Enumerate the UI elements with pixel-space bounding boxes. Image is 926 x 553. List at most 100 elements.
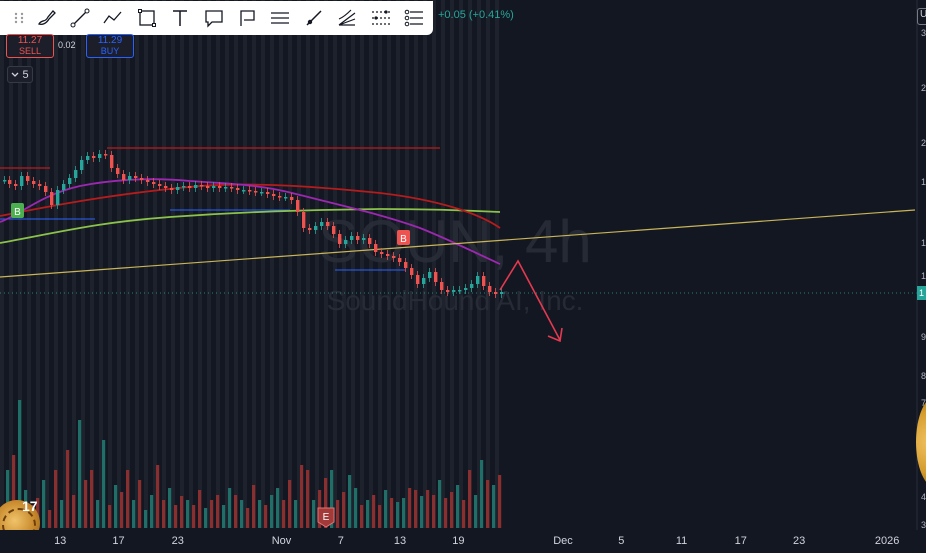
volume-bar: [480, 460, 484, 528]
candle-body: [218, 186, 222, 188]
candle-body: [38, 184, 42, 186]
candle-body: [86, 156, 90, 160]
session-stripe: [99, 0, 103, 528]
volume-bar: [456, 485, 460, 528]
price-change: +0.05 (+0.41%): [438, 9, 514, 21]
parallel-channel-tool[interactable]: [264, 1, 297, 35]
volume-bar: [294, 500, 298, 528]
currency-unit-button[interactable]: U: [917, 8, 926, 25]
flag-note-icon: [240, 10, 255, 26]
session-stripe: [189, 0, 193, 528]
buy-button[interactable]: 11.29 BUY: [86, 34, 134, 58]
session-stripe: [297, 0, 301, 528]
volume-bar: [216, 495, 220, 528]
callout-icon: [204, 10, 223, 28]
volume-bar: [312, 500, 316, 528]
rectangle-tool[interactable]: [130, 1, 163, 35]
volume-bar: [462, 500, 466, 528]
buy-marker-2[interactable]: B: [397, 230, 410, 245]
candle-body: [344, 240, 348, 244]
drag-handle-icon[interactable]: [12, 11, 26, 25]
volume-bar: [498, 475, 502, 528]
candle-body: [14, 184, 18, 186]
volume-bar: [48, 510, 52, 528]
volume-bar: [390, 498, 394, 528]
candle-body: [308, 228, 312, 230]
volume-bar: [342, 492, 346, 528]
indicators-collapse-button[interactable]: 5: [7, 66, 33, 83]
candle-body: [176, 187, 180, 190]
candle-body: [296, 200, 300, 212]
volume-bar: [354, 488, 358, 528]
volume-bar: [300, 465, 304, 528]
candle-body: [122, 174, 126, 180]
session-stripe: [279, 0, 283, 528]
time-axis-label: 13: [393, 535, 407, 547]
time-axis-label: 19: [452, 535, 465, 547]
session-stripe: [225, 0, 229, 528]
sell-label: SELL: [18, 46, 42, 56]
candle-body: [284, 197, 288, 199]
volume-bar: [60, 500, 64, 528]
brush-icon: [37, 10, 56, 25]
price-scale-label: 1: [921, 176, 926, 187]
current-price-tag: 1: [917, 286, 926, 300]
text-tool[interactable]: [164, 1, 197, 35]
session-stripe: [18, 0, 22, 528]
brush-tool[interactable]: [30, 1, 63, 35]
session-stripe: [342, 0, 346, 528]
candle-body: [164, 186, 168, 188]
path-tool[interactable]: [97, 1, 130, 35]
candle-body: [476, 276, 480, 284]
candle-body: [494, 292, 498, 294]
session-stripe: [36, 0, 40, 528]
candle-body: [434, 272, 438, 282]
sell-button[interactable]: 11.27 SELL: [6, 34, 54, 58]
session-stripe: [396, 0, 400, 528]
pitchfork-tool[interactable]: [397, 1, 430, 35]
volume-bar: [168, 488, 172, 528]
callout-tool[interactable]: [197, 1, 230, 35]
buy-marker-1[interactable]: B: [11, 203, 24, 218]
volume-bar: [258, 500, 262, 528]
earnings-marker[interactable]: E: [317, 507, 335, 528]
ray-tool[interactable]: [297, 1, 330, 35]
fib-fan-tool[interactable]: [331, 1, 364, 35]
time-axis-label: Dec: [553, 535, 573, 547]
volume-bar: [468, 470, 472, 528]
candle-body: [260, 192, 264, 194]
candle-body: [80, 160, 84, 170]
session-stripe: [486, 0, 490, 528]
indicator-count: 5: [22, 68, 29, 81]
candle-body: [74, 170, 78, 178]
candle-body: [212, 186, 216, 188]
time-axis[interactable]: 13 17 23 Nov 7 13 19 Dec 5 11 17 23 2026: [0, 530, 926, 553]
buy-marker-2-label: B: [400, 234, 407, 245]
buy-price: 11.29: [97, 35, 123, 46]
volume-bar: [270, 495, 274, 528]
candle-body: [470, 284, 474, 288]
volume-bar: [330, 470, 334, 528]
session-stripe: [450, 0, 454, 528]
session-stripe: [432, 0, 436, 528]
volume-bar: [438, 480, 442, 528]
candle-body: [188, 186, 192, 188]
fib-retracement-tool[interactable]: [364, 1, 397, 35]
volume-bar: [174, 505, 178, 528]
volume-bar: [336, 500, 340, 528]
drawing-toolbar: [0, 1, 433, 35]
ray-icon: [306, 10, 322, 26]
session-stripe: [135, 0, 139, 528]
fib-retracement-icon: [371, 10, 390, 25]
session-stripe: [9, 0, 13, 528]
time-axis-label: 17: [734, 535, 747, 547]
time-axis-label: 7: [337, 535, 344, 547]
time-axis-label: 23: [793, 535, 806, 547]
volume-bar: [492, 485, 496, 528]
flag-note-tool[interactable]: [230, 1, 263, 35]
trend-line-tool[interactable]: [63, 1, 96, 35]
volume-bar: [162, 500, 166, 528]
volume-bar: [426, 490, 430, 528]
session-stripe: [90, 0, 94, 528]
